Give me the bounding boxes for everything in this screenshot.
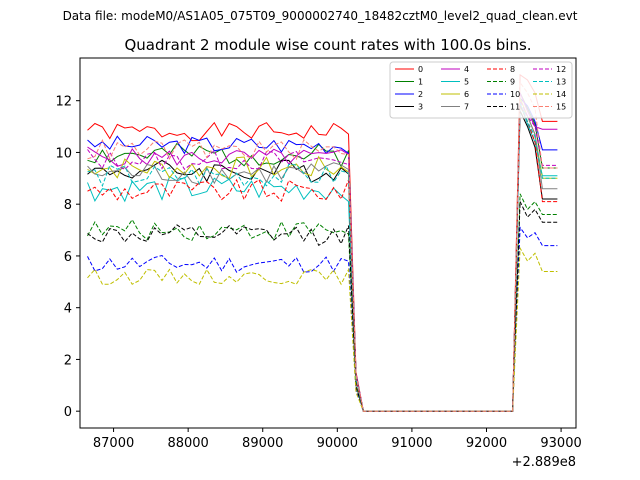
x-tick-label: 87000 <box>93 436 134 451</box>
legend-label-5: 5 <box>464 78 469 87</box>
legend-label-4: 4 <box>464 65 469 74</box>
series-line-15 <box>87 81 558 412</box>
legend-label-8: 8 <box>510 65 515 74</box>
legend-label-9: 9 <box>510 78 515 87</box>
legend-label-15: 15 <box>556 103 566 112</box>
x-tick-label: 88000 <box>167 436 208 451</box>
legend-label-7: 7 <box>464 103 469 112</box>
series-line-11 <box>87 201 558 412</box>
x-tick-label: 89000 <box>242 436 283 451</box>
y-tick-label: 6 <box>64 250 72 265</box>
legend-label-11: 11 <box>510 103 520 112</box>
x-tick-label: 90000 <box>317 436 358 451</box>
series-line-14 <box>87 246 558 412</box>
y-tick-label: 12 <box>55 95 72 110</box>
y-axis: 0 2 4 6 8 10 12 <box>55 95 80 420</box>
legend-label-2: 2 <box>418 90 423 99</box>
legend-label-12: 12 <box>556 65 566 74</box>
legend-label-6: 6 <box>464 90 469 99</box>
series-line-10 <box>87 226 558 412</box>
x-tick-label: 93000 <box>540 436 581 451</box>
legend-label-14: 14 <box>556 90 566 99</box>
y-tick-label: 2 <box>64 353 72 368</box>
figure-suptitle: Data file: modeM0/AS1A05_075T09_90000027… <box>63 9 578 23</box>
series-line-2 <box>87 96 558 412</box>
series-line-6 <box>87 97 558 412</box>
series-line-8 <box>87 105 558 412</box>
x-tick-label: 92000 <box>466 436 507 451</box>
legend-label-0: 0 <box>418 65 423 74</box>
series-line-7 <box>87 104 558 412</box>
y-tick-label: 8 <box>64 198 72 213</box>
x-offset-label: +2.889e8 <box>512 455 576 470</box>
legend-box <box>389 61 573 119</box>
chart-title: Quadrant 2 module wise count rates with … <box>124 36 531 54</box>
x-tick-label: 91000 <box>391 436 432 451</box>
plot-area-frame <box>79 57 577 429</box>
legend-label-10: 10 <box>510 90 520 99</box>
series-line-1 <box>87 92 558 412</box>
series-line-4 <box>87 92 558 412</box>
y-tick-label: 4 <box>64 302 72 317</box>
x-axis: 87000 88000 89000 90000 91000 92000 93000 <box>93 428 582 451</box>
legend-label-1: 1 <box>418 78 423 87</box>
series-line-9 <box>87 193 558 412</box>
plot-lines <box>87 73 558 412</box>
legend-label-13: 13 <box>556 78 566 87</box>
y-tick-label: 10 <box>55 146 72 161</box>
legend-label-3: 3 <box>418 103 423 112</box>
y-tick-label: 0 <box>64 405 72 420</box>
